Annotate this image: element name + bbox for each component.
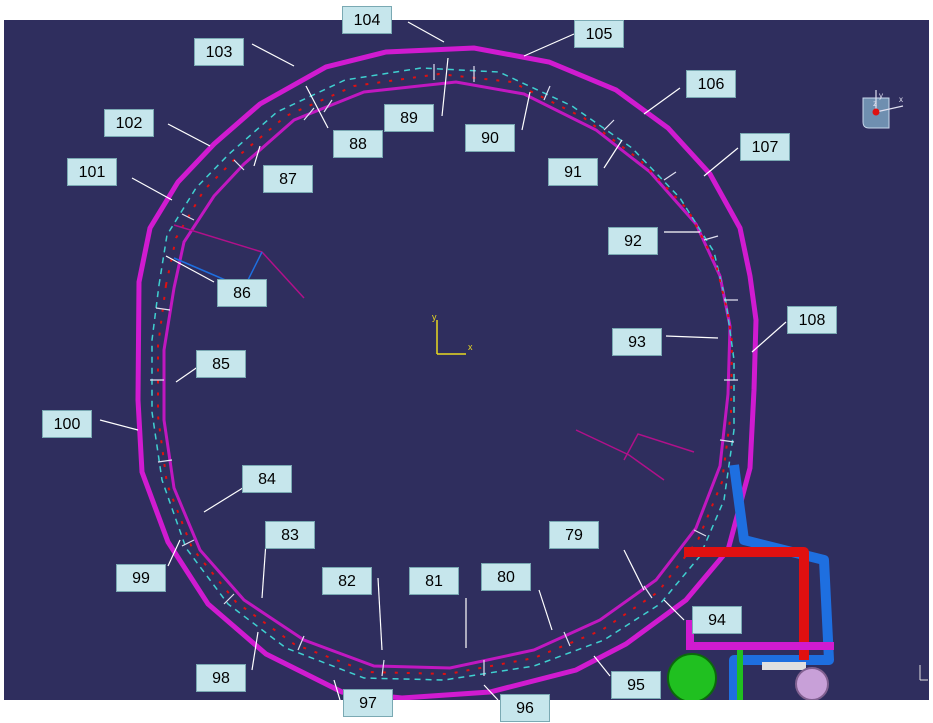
piping-ring-model: x y (99, 21, 928, 700)
callout-88: 88 (333, 130, 383, 158)
blue-feed-pipe (729, 464, 834, 700)
orientation-compass-icon[interactable]: y x z (859, 88, 907, 132)
white-valve (762, 662, 806, 670)
lilac-tank (795, 667, 829, 700)
callout-107: 107 (740, 133, 790, 161)
callout-92: 92 (608, 227, 658, 255)
callout-100: 100 (42, 410, 92, 438)
callout-90: 90 (465, 124, 515, 152)
callout-95: 95 (611, 671, 661, 699)
callout-83: 83 (265, 521, 315, 549)
callout-81: 81 (409, 567, 459, 595)
compass-z-label: z (873, 99, 877, 108)
callout-103: 103 (194, 38, 244, 66)
corner-axis (919, 665, 928, 681)
callout-84: 84 (242, 465, 292, 493)
callout-79: 79 (549, 521, 599, 549)
callout-96: 96 (500, 694, 550, 722)
callout-98: 98 (196, 664, 246, 692)
callout-leaders (99, 21, 787, 700)
center-axis-y-label: y (432, 312, 437, 322)
valve-ring (151, 67, 735, 681)
callout-80: 80 (481, 563, 531, 591)
inner-pipe-ring (162, 80, 732, 670)
callout-97: 97 (343, 689, 393, 717)
callout-94: 94 (692, 606, 742, 634)
valve-branches (150, 64, 738, 677)
callout-91: 91 (548, 158, 598, 186)
callout-104: 104 (342, 6, 392, 34)
compass-x-label: x (899, 95, 903, 104)
callout-106: 106 (686, 70, 736, 98)
callout-86: 86 (217, 279, 267, 307)
callout-89: 89 (384, 104, 434, 132)
magenta-feed-pipe (686, 620, 834, 650)
callout-108: 108 (787, 306, 837, 334)
center-axis (436, 320, 466, 355)
red-valve-ring (157, 72, 734, 676)
callout-99: 99 (116, 564, 166, 592)
callout-87: 87 (263, 165, 313, 193)
green-tank (667, 653, 717, 700)
callout-85: 85 (196, 350, 246, 378)
instrument-line-right (575, 429, 695, 481)
compass-y-label: y (879, 91, 883, 100)
callout-105: 105 (574, 20, 624, 48)
callout-102: 102 (104, 109, 154, 137)
callout-101: 101 (67, 158, 117, 186)
red-feed-pipe (684, 547, 809, 660)
callout-93: 93 (612, 328, 662, 356)
center-axis-x-label: x (468, 342, 473, 352)
callout-82: 82 (322, 567, 372, 595)
